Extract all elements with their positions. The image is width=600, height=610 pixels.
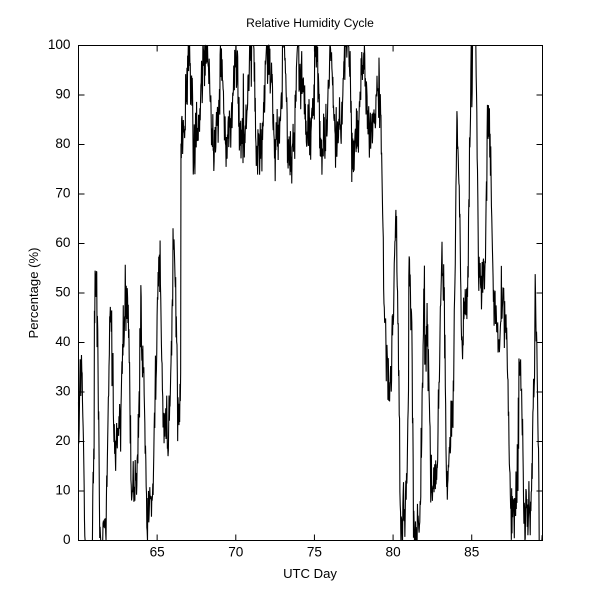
svg-text:80: 80 bbox=[55, 136, 71, 151]
svg-text:80: 80 bbox=[386, 545, 402, 560]
svg-text:50: 50 bbox=[55, 285, 71, 300]
svg-text:10: 10 bbox=[55, 483, 71, 498]
svg-text:85: 85 bbox=[464, 545, 479, 560]
svg-text:70: 70 bbox=[228, 545, 244, 560]
svg-text:75: 75 bbox=[307, 545, 322, 560]
svg-text:Relative Humidity Cycle: Relative Humidity Cycle bbox=[246, 16, 374, 30]
svg-text:70: 70 bbox=[55, 186, 71, 201]
svg-text:100: 100 bbox=[48, 37, 71, 52]
svg-text:UTC Day: UTC Day bbox=[283, 566, 337, 581]
svg-text:30: 30 bbox=[55, 384, 71, 399]
svg-text:Percentage (%): Percentage (%) bbox=[26, 248, 41, 339]
svg-text:65: 65 bbox=[150, 545, 165, 560]
svg-text:40: 40 bbox=[55, 334, 71, 349]
svg-text:0: 0 bbox=[63, 532, 71, 547]
svg-text:20: 20 bbox=[55, 433, 71, 448]
svg-text:90: 90 bbox=[55, 87, 71, 102]
svg-text:60: 60 bbox=[55, 235, 71, 250]
